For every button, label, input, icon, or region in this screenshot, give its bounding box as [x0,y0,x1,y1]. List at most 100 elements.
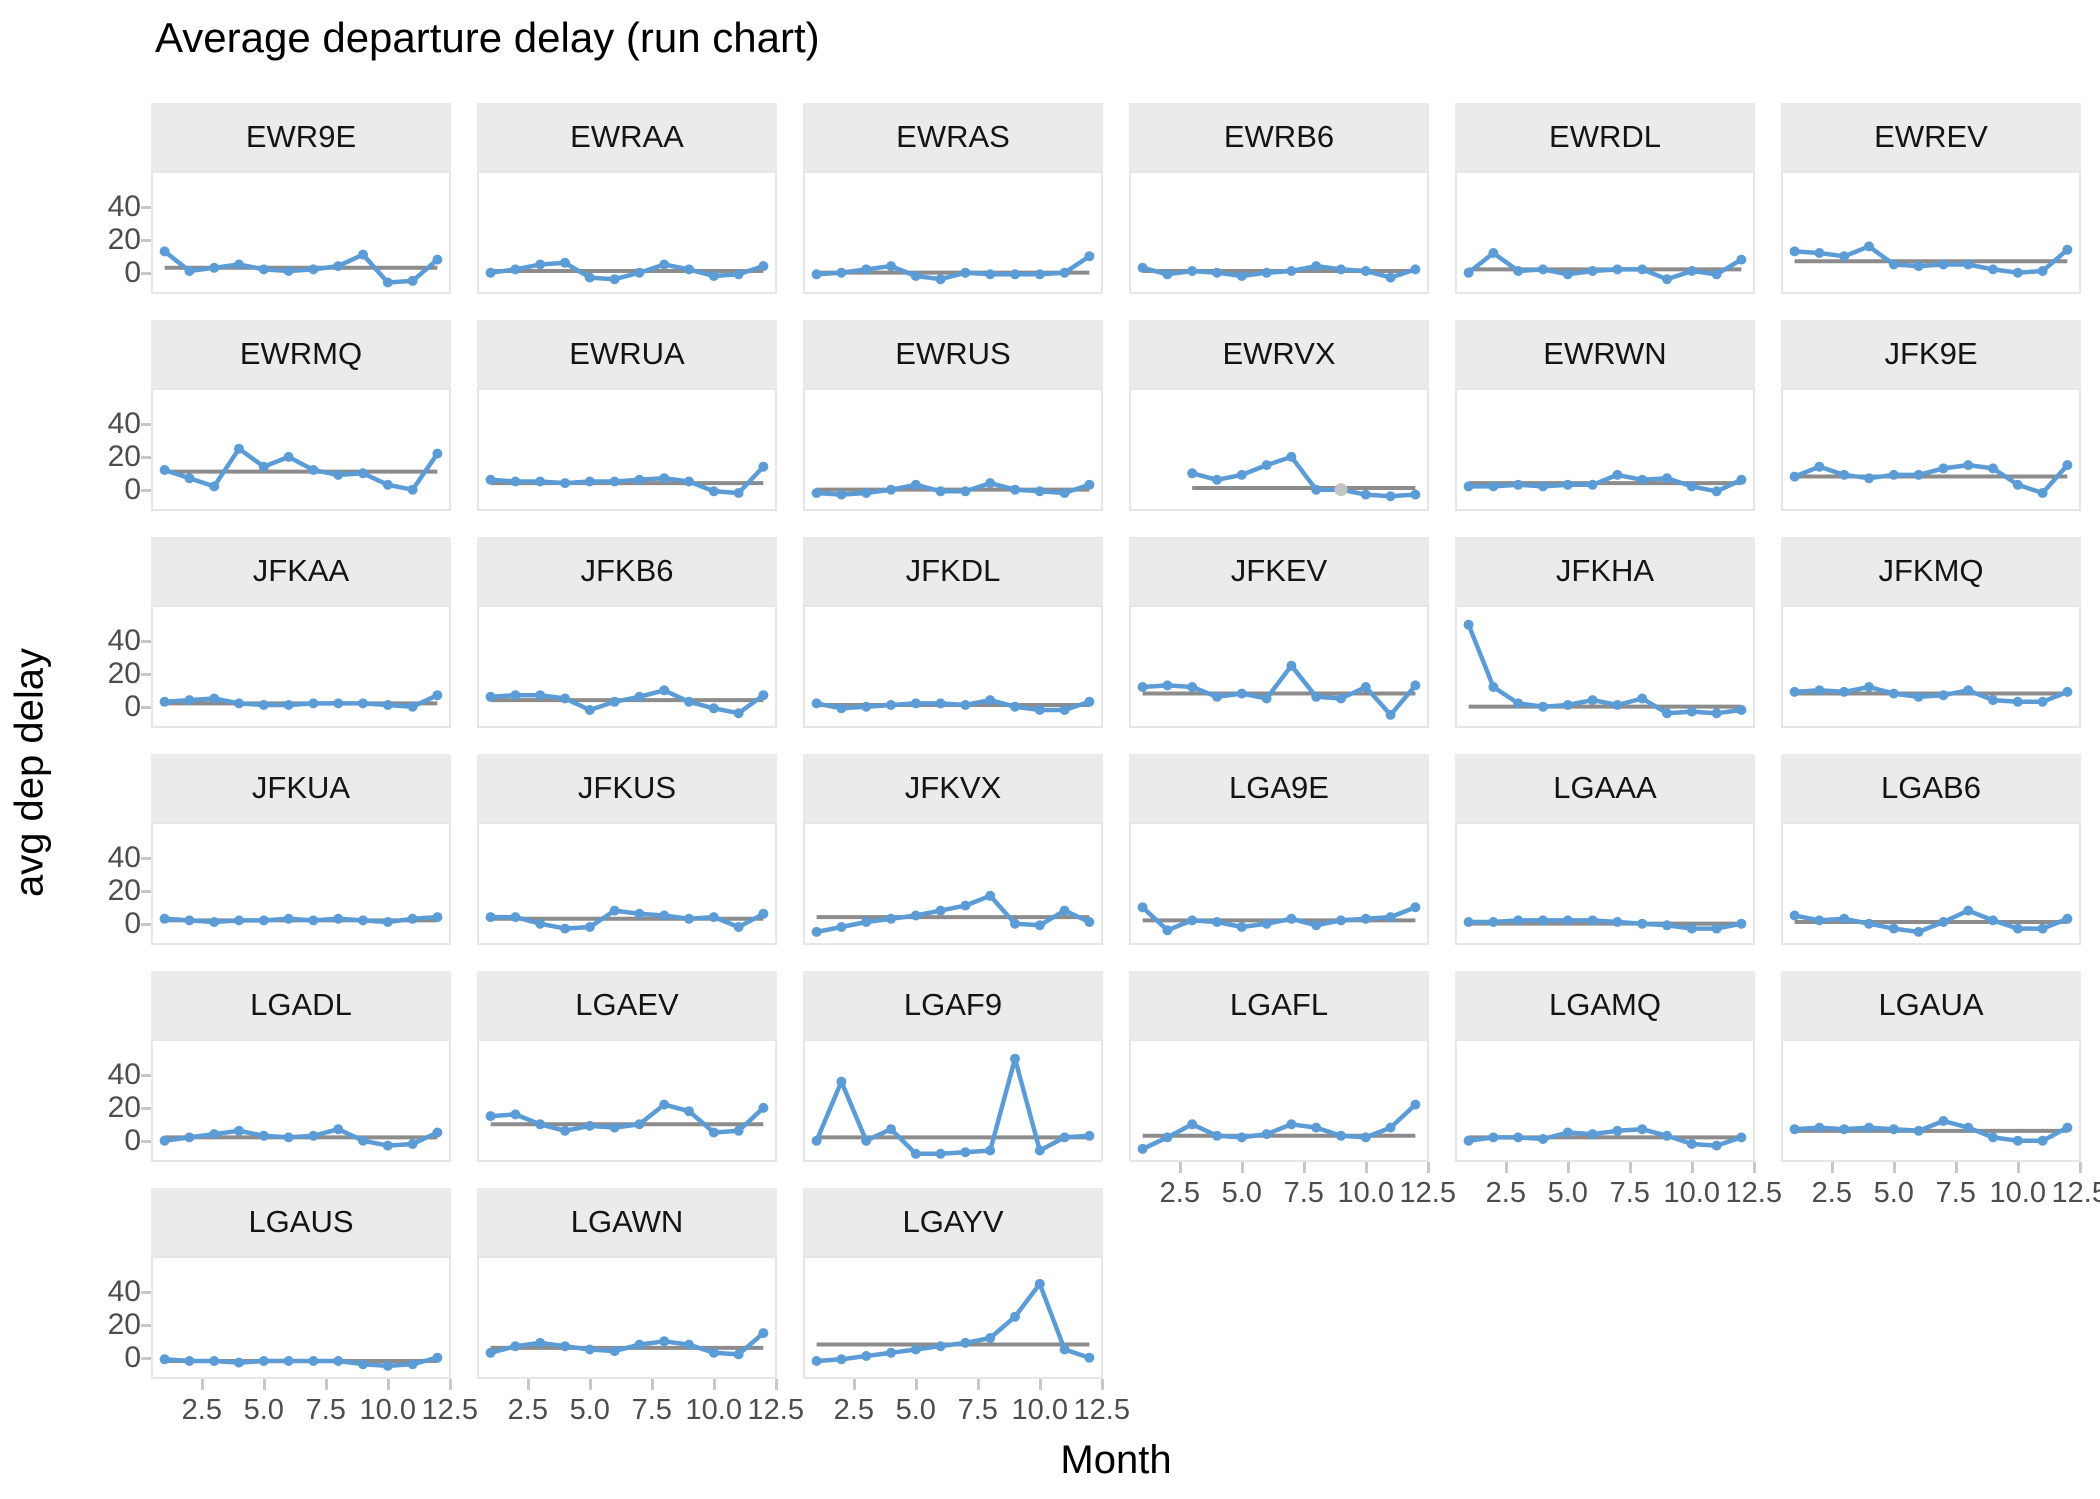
y-tick-mark [141,238,151,242]
data-point [634,908,645,919]
data-point [258,461,269,472]
x-tick-label: 5.0 [1873,1177,1914,1209]
data-point [333,913,344,924]
facet-plot-area [477,1039,777,1162]
data-point [560,478,570,489]
data-point [308,915,319,926]
data-point [1059,1132,1070,1143]
x-tick-mark [1566,1162,1570,1173]
data-point [184,266,195,276]
facet-plot-area [151,388,451,511]
data-point [2037,266,2048,276]
data-point [535,259,546,270]
y-tick-mark [141,488,151,492]
data-point [1137,262,1148,273]
facet-strip-label: JFK9E [1781,320,2081,388]
facet-LGAUS: LGAUS 40 20 0 2.5 5.0 7.5 10.0 12.5 [108,1188,478,1426]
data-point [985,695,996,706]
data-point [1562,479,1573,490]
facet-chart-svg [485,905,769,934]
data-point [1336,264,1346,275]
data-point [609,1346,620,1357]
y-tick-label: 0 [124,1340,141,1374]
facet-strip-label: JFKUA [151,754,451,822]
data-point [1137,682,1148,692]
data-point [510,476,521,487]
data-point [935,698,946,709]
facet-EWREV: EWREV [1781,103,2081,294]
facet-plot-area [477,605,777,728]
data-point [184,1132,195,1143]
data-point [209,917,220,927]
facet-chart-svg [1789,1116,2073,1146]
x-tick-mark [1954,1162,1958,1173]
facet-EWRMQ: EWRMQ 40 20 0 [108,320,451,511]
y-tick-label: 20 [107,873,141,907]
data-point [861,1351,872,1361]
y-tick-label: 0 [124,906,141,940]
data-point [1010,701,1020,712]
x-tick-mark [1426,1162,1430,1173]
data-point [1612,469,1623,480]
data-point [159,1354,170,1365]
data-point [535,1119,546,1130]
data-point [1360,266,1371,276]
run-line [814,1056,1090,1157]
data-point [485,691,496,702]
data-point [861,488,872,498]
data-point [1261,460,1272,471]
data-point [910,271,921,281]
data-point [258,1130,269,1141]
facet-strip-label: JFKMQ [1781,537,2081,605]
data-point [2062,1122,2073,1133]
facet-EWRAA: EWRAA [477,103,777,294]
data-point [407,1139,418,1149]
data-point [811,926,822,937]
facet-strip-label: JFKDL [803,537,1103,605]
data-point [1814,1122,1825,1133]
data-point [733,269,744,280]
data-point [333,698,344,709]
data-point [2037,696,2048,707]
data-point [432,1352,443,1363]
data-point [910,479,921,490]
facet-JFKDL: JFKDL [803,537,1103,728]
data-point [382,1360,393,1371]
data-point [1686,1139,1697,1149]
facet-strip-label: EWRWN [1455,320,1755,388]
data-point [1988,1132,1998,1143]
facet-strip-label: LGAB6 [1781,754,2081,822]
data-point [733,488,744,498]
data-point [960,486,971,497]
data-point [358,1359,368,1370]
x-tick-label: 2.5 [1485,1177,1526,1209]
data-point [159,913,170,924]
y-tick-mark [141,455,151,459]
data-point [1059,488,1070,498]
x-tick-mark [914,1379,918,1390]
facet-plot-area [151,171,451,294]
facet-strip-label: EWRMQ [151,320,451,388]
data-point [258,264,269,275]
data-point [1789,246,1800,257]
facet-EWRVX: EWRVX [1129,320,1429,511]
data-point [1385,1122,1396,1133]
data-point [1538,915,1548,926]
facet-chart-svg [485,1328,769,1360]
facet-LGADL: LGADL 40 20 0 [108,971,451,1162]
x-tick-mark [1690,1162,1694,1173]
y-tick-mark [141,206,151,210]
x-tick-label: 5.0 [1547,1177,1588,1209]
facet-chart-svg [811,1278,1095,1366]
x-tick-label: 7.5 [631,1394,672,1426]
facet-strip-label: EWRDL [1455,103,1755,171]
data-point [1010,918,1020,929]
data-point [1711,1140,1722,1151]
data-point [1864,473,1874,484]
data-point [1938,1116,1949,1126]
data-point [1084,917,1095,927]
data-point [609,905,620,916]
data-point [1385,912,1396,923]
data-point [886,1347,896,1358]
facet-chart-svg [811,695,1095,715]
